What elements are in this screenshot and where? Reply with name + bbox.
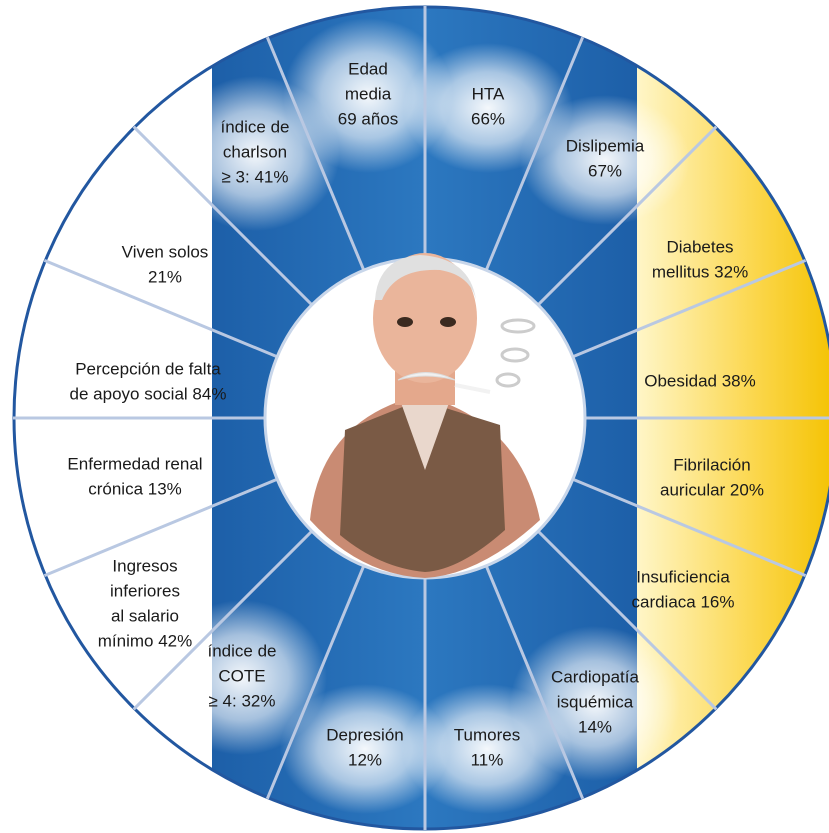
segment-label: Viven solos <box>122 242 209 261</box>
segment-label: índice de <box>208 641 277 660</box>
segment-label: Obesidad 38% <box>644 371 756 390</box>
segment-label: 66% <box>471 109 505 128</box>
segment-label: 67% <box>588 161 622 180</box>
segment-label: inferiores <box>110 581 180 600</box>
segment-label: Dislipemia <box>566 136 645 155</box>
segment-label: mínimo 42% <box>98 631 192 650</box>
segment-label: 11% <box>471 750 504 769</box>
segment-label: crónica 13% <box>88 479 182 498</box>
segment-label: auricular 20% <box>660 480 764 499</box>
segment-label: Cardiopatía <box>551 667 639 686</box>
segment-label: Enfermedad renal <box>67 454 202 473</box>
label-glow <box>520 95 690 225</box>
segment-label: Ingresos <box>112 556 177 575</box>
segment-label: de apoyo social 84% <box>70 384 227 403</box>
segment-label: Tumores <box>454 725 520 744</box>
segment-label: ≥ 4: 32% <box>209 691 276 710</box>
segment-label: 14% <box>578 717 612 736</box>
segment-label: cardiaca 16% <box>631 592 734 611</box>
segment-label: 21% <box>148 267 182 286</box>
segment-label: mellitus 32% <box>652 262 748 281</box>
segment-label: Insuficiencia <box>636 567 730 586</box>
segment-label: charlson <box>223 142 287 161</box>
segment-label: Percepción de falta <box>75 359 221 378</box>
segment-label: HTA <box>472 84 505 103</box>
segment-label: Diabetes <box>666 237 733 256</box>
segment-label: 69 años <box>338 109 399 128</box>
segment-label: al salario <box>111 606 179 625</box>
segment-label: COTE <box>218 666 265 685</box>
segment-label: Fibrilación <box>673 455 750 474</box>
segment-label: media <box>345 84 392 103</box>
segment-label: Edad <box>348 59 388 78</box>
segment-label: Depresión <box>326 725 404 744</box>
risk-wheel: Edad media 69 años HTA 66% Dislipemia 67% Diabe… <box>0 0 829 833</box>
segment-label: índice de <box>221 117 290 136</box>
page: Edad media 69 años HTA 66% Dislipemia 67% Diabe… <box>0 0 829 833</box>
segment-label: isquémica <box>557 692 634 711</box>
segment-label: 12% <box>348 750 382 769</box>
segment-label: ≥ 3: 41% <box>222 167 289 186</box>
